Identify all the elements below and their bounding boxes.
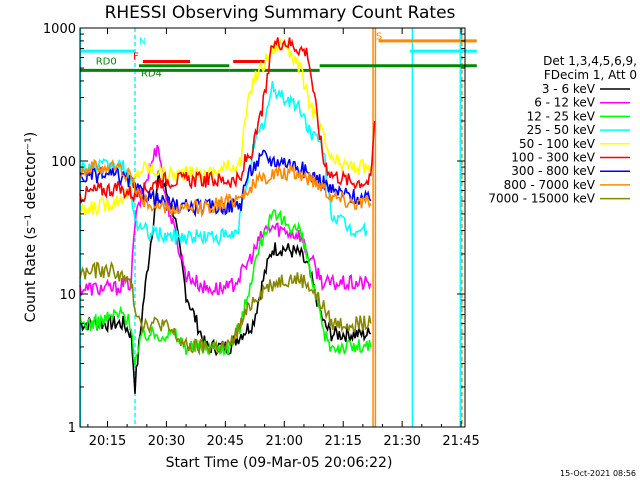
marker-f: F [133,51,139,62]
marker-rd0: RD0 [96,57,117,68]
series-line-7 [79,158,372,219]
x-tick-label-6: 21:45 [442,434,479,449]
plot-area: NF RD0 RD4 S [79,28,477,427]
series-line-8 [79,260,372,356]
legend-label-3: 25 - 50 keV [527,123,596,137]
legend-label-1: 6 - 12 keV [534,96,596,110]
axis-ticks: 20:15 20:30 20:45 21:00 21:15 21:30 21:45 1 10 10… [43,22,480,449]
x-tick-label-3: 21:00 [266,434,303,449]
legend-header-line-1: Det 1,3,4,5,6,9, [543,54,637,68]
legend-label-6: 300 - 800 keV [511,164,595,178]
footer-timestamp: 15-Oct-2021 08:56 [560,469,636,478]
x-tick-label-2: 20:45 [207,434,244,449]
legend-label-0: 3 - 6 keV [542,82,596,96]
legend-header-line-2: FDecim 1, Att 0 [544,68,637,82]
legend-label-4: 50 - 100 keV [519,137,596,151]
legend-label-7: 800 - 7000 keV [504,178,596,192]
marker-n: N [139,37,146,48]
series-line-2 [79,209,372,366]
x-tick-label-1: 20:30 [148,434,185,449]
marker-rd4: RD4 [141,69,162,80]
legend-label-8: 7000 - 15000 keV [488,192,595,206]
legend-label-5: 100 - 300 keV [511,151,595,165]
marker-s: S [376,31,382,42]
series-line-1 [79,144,372,297]
plot-frame [79,27,466,428]
y-axis-label: Count Rate (s⁻¹ detector⁻¹) [23,132,39,322]
series-line-0 [79,170,372,394]
x-tick-label-0: 20:15 [89,434,126,449]
y-tick-label-3: 1000 [43,22,76,37]
y-tick-label-0: 1 [68,421,76,436]
y-tick-label-2: 100 [51,155,76,170]
chart-title: RHESSI Observing Summary Count Rates [105,3,456,23]
y-tick-label-1: 10 [59,288,76,303]
x-tick-label-4: 21:15 [324,434,361,449]
x-axis-label: Start Time (09-Mar-05 20:06:22) [166,455,393,471]
legend-label-2: 12 - 25 keV [527,109,596,123]
x-tick-label-5: 21:30 [383,434,420,449]
series-line-5 [79,37,376,205]
